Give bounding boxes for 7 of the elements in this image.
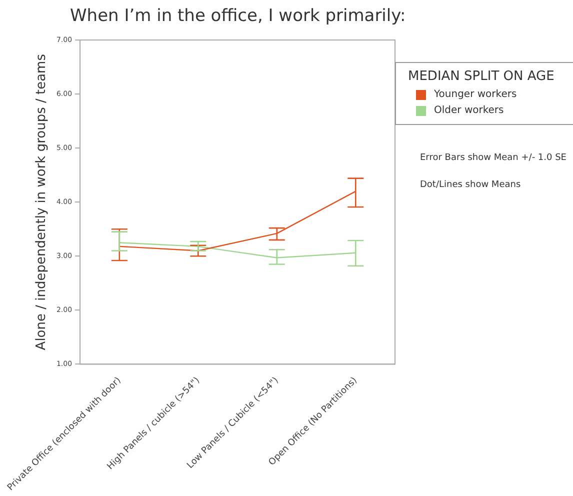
y-axis-title: Alone / independently in work groups / teams <box>34 54 50 350</box>
text: Error Bars show Mean +/- 1.0 SE <box>420 153 566 163</box>
legend-title: MEDIAN SPLIT ON AGE <box>408 69 556 84</box>
legend-label: Older workers <box>434 105 504 116</box>
text: Dot/Lines show Means <box>420 180 522 190</box>
chart-title: When I’m in the office, I work primarily: <box>70 6 406 26</box>
legend-label: Younger workers <box>434 89 517 100</box>
